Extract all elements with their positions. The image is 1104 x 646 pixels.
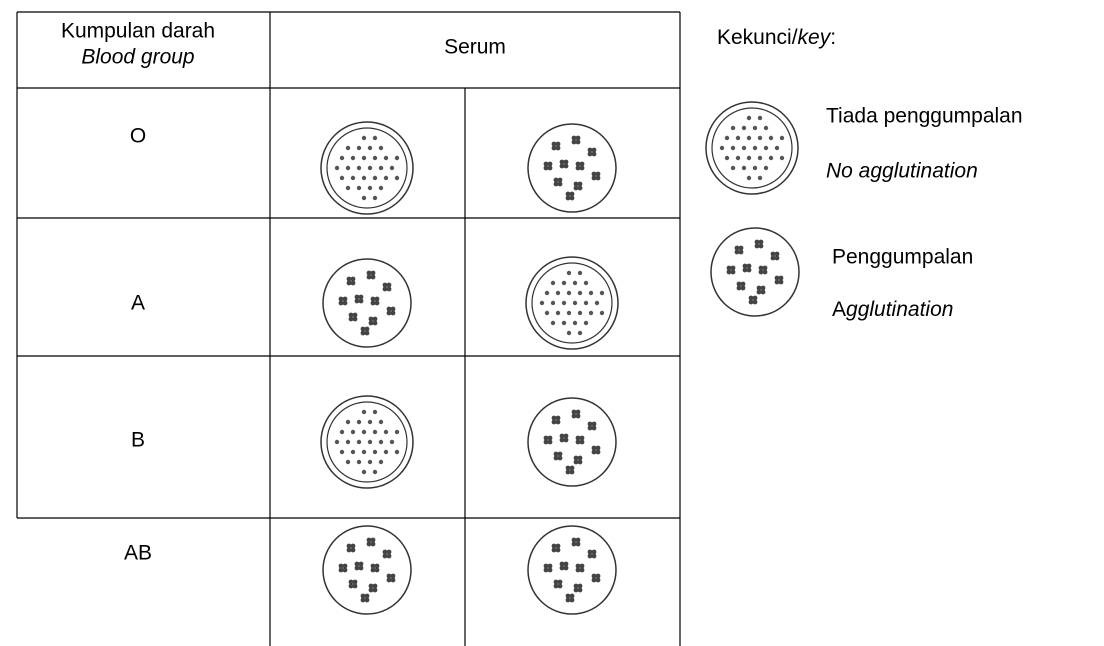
row-label: B	[131, 429, 145, 452]
key-text-part: A	[832, 298, 846, 321]
cell-icon	[527, 525, 617, 615]
key-text: Penggumpalan	[832, 246, 973, 269]
key-title-part: key	[798, 26, 832, 49]
cell-icon	[322, 258, 412, 348]
key-title: Kekunci/key:	[717, 26, 836, 49]
cell-icon	[525, 256, 619, 350]
key-text: No agglutination	[826, 160, 978, 183]
key-title-part: Kekunci/	[717, 26, 798, 49]
key-title-part: :	[830, 26, 836, 49]
cell-icon	[320, 395, 414, 489]
cell-icon	[527, 123, 617, 213]
row-label: O	[130, 125, 146, 148]
header-text: Blood group	[81, 46, 194, 69]
row-label: AB	[124, 542, 152, 565]
cell-icon	[322, 525, 412, 615]
row-label: A	[131, 292, 145, 315]
key-text: Agglutination	[832, 298, 953, 321]
header-text: Kumpulan darah	[61, 20, 215, 43]
cell-icon	[320, 121, 414, 215]
key-icon	[705, 101, 799, 195]
header-text: Serum	[444, 36, 506, 59]
key-text: Tiada penggumpalan	[826, 105, 1023, 128]
key-text-part: gglutination	[846, 298, 953, 321]
cell-icon	[527, 397, 617, 487]
key-icon	[710, 227, 800, 317]
table-borders	[16, 11, 681, 646]
